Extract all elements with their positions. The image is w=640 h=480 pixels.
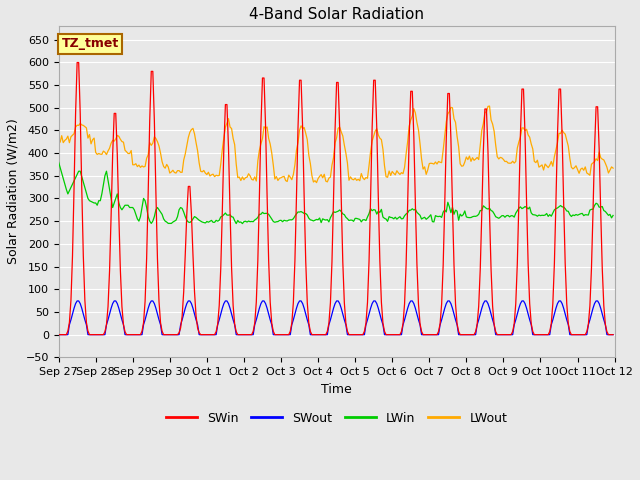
SWin [580,332,588,337]
SWout [240,332,248,337]
LWout [486,103,493,109]
LWout [313,180,321,185]
LWout [239,174,246,180]
LWin [55,159,63,165]
SWout [74,298,81,304]
Line: SWin: SWin [59,62,613,335]
LWout [297,123,305,129]
LWout [248,177,255,182]
LWin [123,203,131,208]
Line: LWout: LWout [59,106,613,182]
SWin [240,332,248,337]
LWout [220,135,228,141]
Text: TZ_tmet: TZ_tmet [61,37,118,50]
SWin [55,332,63,337]
SWout [250,332,257,337]
SWout [221,298,229,304]
LWin [220,212,228,217]
Title: 4-Band Solar Radiation: 4-Band Solar Radiation [249,7,424,22]
LWout [123,149,131,155]
LWin [580,213,588,218]
SWin [250,328,257,334]
SWin [299,125,307,131]
LWin [609,213,617,218]
SWin [74,60,81,65]
Legend: SWin, SWout, LWin, LWout: SWin, SWout, LWin, LWout [161,407,512,430]
Y-axis label: Solar Radiation (W/m2): Solar Radiation (W/m2) [7,119,20,264]
LWin [239,221,246,227]
Line: LWin: LWin [59,162,613,224]
LWout [609,165,617,171]
LWin [250,219,257,225]
SWin [221,102,229,108]
LWout [55,137,63,143]
Line: SWout: SWout [59,301,613,335]
LWin [240,219,248,225]
SWout [609,332,617,337]
LWout [581,164,589,170]
SWout [55,332,63,337]
LWin [299,210,307,216]
SWout [580,332,588,337]
SWin [609,332,617,337]
X-axis label: Time: Time [321,383,352,396]
SWout [299,300,307,306]
SWin [124,332,132,337]
SWout [124,332,132,337]
